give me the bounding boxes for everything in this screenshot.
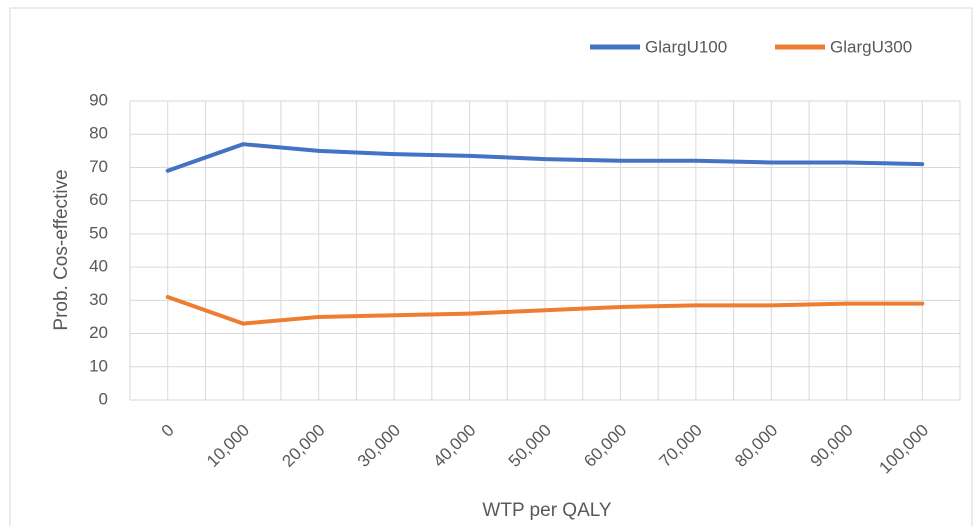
- y-tick-label: 20: [89, 323, 108, 342]
- y-tick-label: 0: [99, 389, 108, 408]
- line-series: [165, 142, 925, 173]
- y-tick-label: 10: [89, 356, 108, 375]
- y-tick-label: 70: [89, 157, 108, 176]
- legend-label: GlargU100: [645, 37, 727, 56]
- y-axis-title: Prob. Cos-effective: [51, 169, 72, 330]
- x-axis-title: WTP per QALY: [482, 500, 611, 521]
- y-tick-label: 90: [89, 90, 108, 109]
- y-tick-label: 40: [89, 257, 108, 276]
- line-series: [165, 295, 925, 326]
- y-tick-label: 60: [89, 190, 108, 209]
- y-tick-label: 30: [89, 290, 108, 309]
- legend-label: GlargU300: [830, 37, 912, 56]
- y-tick-label: 80: [89, 124, 108, 143]
- y-tick-label: 50: [89, 223, 108, 242]
